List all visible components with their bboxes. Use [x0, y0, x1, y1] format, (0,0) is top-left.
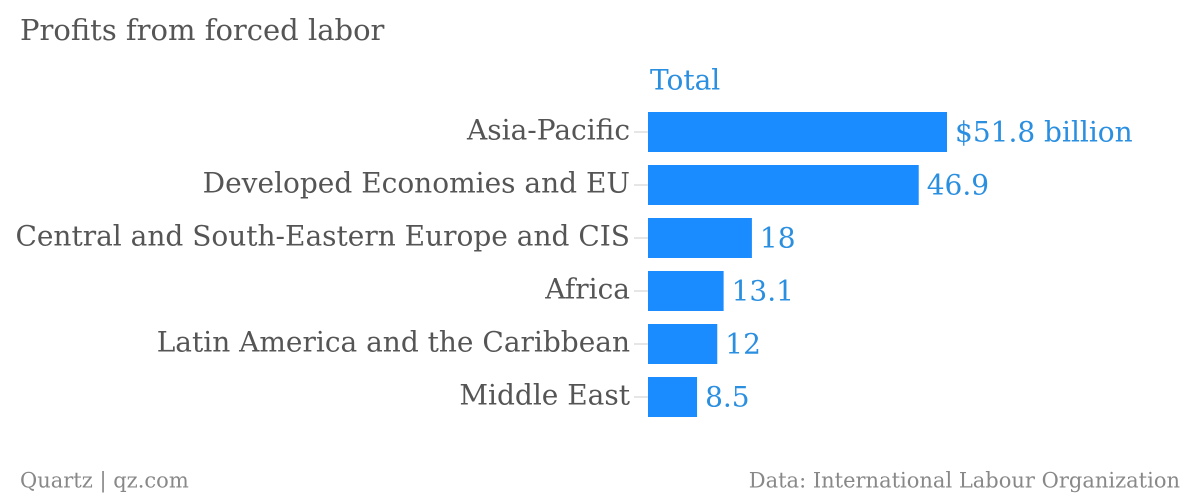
category-label: Asia-Pacific — [466, 114, 630, 147]
value-label: 13.1 — [732, 275, 794, 308]
value-label: 8.5 — [705, 381, 750, 414]
bar — [648, 324, 718, 364]
source-left: Quartz | qz.com — [20, 469, 189, 494]
source-right: Data: International Labour Organization — [749, 469, 1180, 493]
bar — [648, 112, 947, 152]
bar — [648, 218, 752, 258]
value-label: $51.8 billion — [955, 116, 1133, 149]
value-label: 12 — [725, 328, 761, 361]
legend-label: Total — [650, 64, 720, 97]
category-label: Developed Economies and EU — [203, 167, 630, 200]
bar — [648, 271, 724, 311]
category-label: Latin America and the Caribbean — [157, 326, 630, 359]
category-label: Middle East — [459, 379, 630, 412]
chart-title: Profits from forced labor — [20, 13, 385, 47]
value-label: 18 — [760, 222, 796, 255]
category-label: Central and South-Eastern Europe and CIS — [15, 220, 630, 253]
category-label: Africa — [544, 273, 630, 306]
value-label: 46.9 — [927, 169, 989, 202]
bar — [648, 165, 919, 205]
bar — [648, 377, 698, 417]
